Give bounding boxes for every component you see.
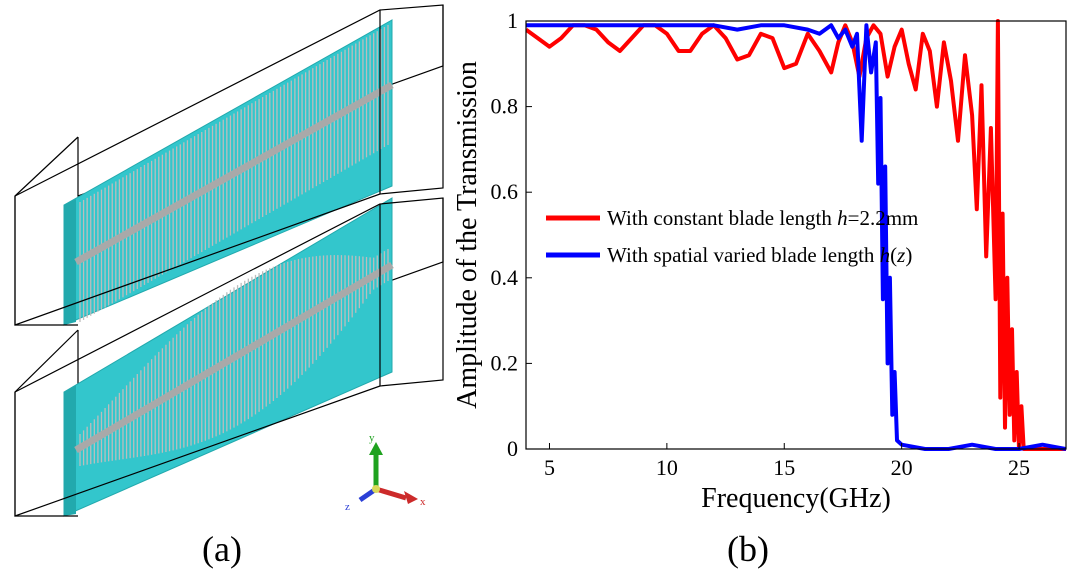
center-rod xyxy=(74,81,394,266)
axis-x-label: x xyxy=(420,496,426,508)
legend-entry: With constant blade length h=2.2mm xyxy=(607,206,918,230)
axis-y-label: y xyxy=(369,432,375,444)
y-tick-label: 0.6 xyxy=(491,179,519,204)
uniform-blade-model xyxy=(14,4,444,326)
legend: With constant blade length h=2.2mm With s… xyxy=(546,206,918,267)
tick-layer: 5 10 15 20 25 0 0.2 0.4 0.6 0.8 1 xyxy=(491,8,1031,480)
series-line-1 xyxy=(526,23,1066,451)
transmission-chart: 5 10 15 20 25 0 0.2 0.4 0.6 0.8 1 Frequency(GHz) A… xyxy=(452,8,1067,514)
panel-b-label: (b) xyxy=(727,529,769,569)
y-tick-label: 0.8 xyxy=(491,94,519,119)
coordinate-axes-icon: y z x xyxy=(345,432,426,513)
y-tick-label: 0.2 xyxy=(491,350,519,375)
x-tick-label: 15 xyxy=(773,455,795,480)
x-tick-label: 25 xyxy=(1008,455,1030,480)
panel-a-label: (a) xyxy=(202,529,242,569)
y-axis-label: Amplitude of the Transmission xyxy=(452,61,483,409)
series-line-0 xyxy=(526,19,1066,451)
x-axis-label: Frequency(GHz) xyxy=(701,483,891,514)
plot-frame xyxy=(525,20,1067,450)
y-tick-label: 0.4 xyxy=(491,265,519,290)
legend-entry: With spatial varied blade length h(z) xyxy=(607,243,912,267)
x-tick-label: 20 xyxy=(891,455,913,480)
waveguide-3d-illustration: y z x xyxy=(14,4,444,517)
series-layer xyxy=(526,19,1066,451)
axis-z-label: z xyxy=(345,501,350,513)
tapered-blade-model xyxy=(14,197,444,517)
y-tick-label: 1 xyxy=(507,8,518,33)
x-tick-label: 5 xyxy=(544,455,555,480)
x-tick-label: 10 xyxy=(656,455,678,480)
y-tick-label: 0 xyxy=(507,436,518,461)
